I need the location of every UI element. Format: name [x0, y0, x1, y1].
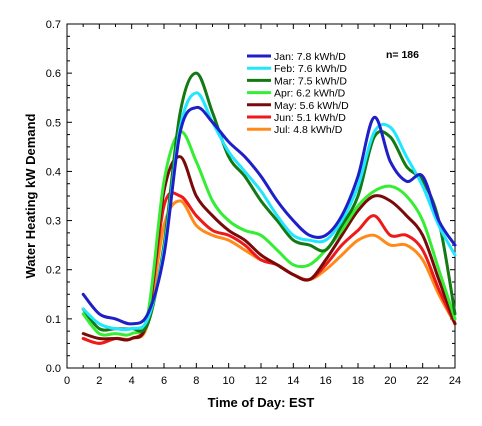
x-tick-label: 16: [320, 375, 332, 387]
x-tick-label: 12: [255, 375, 267, 387]
x-tick-label: 10: [223, 375, 235, 387]
legend-label-5: Jun: 5.1 kWh/D: [274, 112, 346, 124]
x-tick-label: 2: [96, 375, 102, 387]
y-tick-label: 0.0: [46, 363, 61, 375]
series-lines: [81, 71, 457, 345]
annotation-n: n= 186: [386, 49, 419, 61]
x-tick-label: 20: [384, 375, 396, 387]
legend-label-0: Jan: 7.8 kWh/D: [274, 51, 346, 63]
x-tick-label: 6: [161, 375, 167, 387]
x-tick-label: 18: [352, 375, 364, 387]
y-tick-label: 0.2: [46, 265, 61, 277]
ticks: 0 2 4 6 8 10 12 14 16 18 20 22 240.00.10.20.30.40.50…: [46, 19, 461, 387]
series-line-2: [81, 71, 457, 333]
y-tick-label: 0.7: [46, 19, 61, 31]
x-tick-label: 22: [417, 375, 429, 387]
x-tick-label: 14: [287, 375, 299, 387]
legend-label-6: Jul: 4.8 kWh/D: [274, 124, 343, 136]
series-line-4: [81, 155, 457, 342]
series-line-0: [81, 105, 457, 326]
series-line-1: [81, 91, 457, 332]
y-tick-label: 0.5: [46, 117, 61, 129]
series-line-5: [81, 191, 457, 345]
x-tick-label: 24: [449, 375, 461, 387]
y-tick-label: 0.6: [46, 68, 61, 80]
series-line-3: [81, 130, 457, 337]
y-tick-label: 0.1: [46, 314, 61, 326]
y-axis-title: Water Heating kW Demand: [23, 113, 38, 278]
x-tick-label: 8: [193, 375, 199, 387]
legend-label-3: Apr: 6.2 kWh/D: [274, 88, 346, 100]
y-tick-label: 0.3: [46, 216, 61, 228]
legend-label-4: May: 5.6 kWh/D: [274, 100, 349, 112]
legend-label-2: Mar: 7.5 kWh/D: [274, 75, 347, 87]
plot-frame: [66, 23, 456, 369]
x-tick-label: 4: [129, 375, 135, 387]
y-tick-label: 0.4: [46, 166, 61, 178]
legend-label-1: Feb: 7.6 kWh/D: [274, 63, 347, 75]
x-axis-title: Time of Day: EST: [208, 395, 315, 410]
x-tick-label: 0: [64, 375, 70, 387]
